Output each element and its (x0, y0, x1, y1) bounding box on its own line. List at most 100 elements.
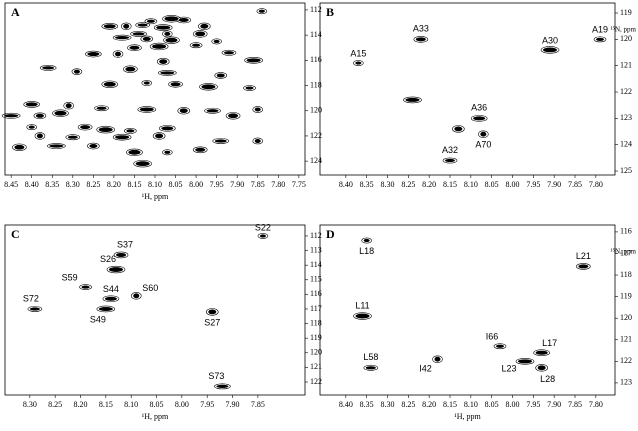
peak (257, 233, 269, 239)
peak-contour (23, 101, 41, 108)
x-tick-label: 8.15 (127, 180, 141, 189)
y-tick-label: 122 (620, 356, 632, 365)
peak-contour (123, 65, 138, 73)
peak-core (103, 24, 116, 29)
peak-contour (478, 130, 489, 138)
y-tick-label: 120 (310, 348, 322, 357)
peak (199, 83, 218, 91)
peak (205, 308, 219, 316)
peak (112, 50, 124, 58)
peak-contour (198, 22, 211, 31)
x-axis-label: ¹H, ppm (142, 412, 169, 421)
peak (153, 24, 173, 31)
peak (442, 157, 458, 164)
peak-label: S49 (90, 314, 106, 324)
peak-core (445, 158, 455, 163)
peak (225, 112, 241, 120)
peak-contour (470, 115, 488, 122)
peak (353, 312, 372, 320)
peak (252, 106, 264, 113)
peak-contour (152, 132, 166, 140)
peak-contour (113, 251, 129, 259)
x-tick-label: 8.40 (25, 180, 39, 189)
x-tick-label: 8.05 (485, 400, 499, 409)
peak (192, 30, 208, 38)
peak (214, 72, 228, 79)
peak-contour (112, 133, 132, 141)
peak-contour (65, 134, 81, 141)
peak-core (126, 129, 135, 133)
peak-core (254, 107, 261, 112)
x-tick-label: 8.40 (339, 180, 353, 189)
peak-contour (252, 137, 264, 145)
peak (432, 355, 443, 363)
peak-contour (124, 127, 137, 134)
peak-core (133, 293, 140, 299)
peak-contour (96, 125, 115, 134)
y-tick-label: 121 (620, 61, 632, 70)
peak-contour (252, 106, 264, 113)
peak-core (36, 133, 43, 139)
peak (452, 125, 465, 133)
peak-label: L21 (576, 251, 591, 261)
peak-label: A70 (475, 140, 491, 150)
y-tick-label: 116 (310, 289, 322, 298)
x-tick-label: 7.90 (230, 180, 244, 189)
peak-core (206, 109, 219, 113)
peak-core (535, 350, 548, 355)
peak-contour (158, 70, 177, 76)
x-tick-label: 8.00 (175, 400, 189, 409)
peak-core (132, 32, 145, 36)
y-tick-label: 114 (310, 30, 322, 39)
peak-core (164, 16, 179, 22)
peak (96, 305, 116, 313)
x-tick-label: 8.05 (150, 400, 164, 409)
plot-frame (4, 224, 306, 396)
panel-label: D (326, 227, 335, 241)
peak-label: S26 (100, 254, 116, 264)
peak (85, 50, 102, 58)
peak (252, 137, 264, 145)
x-tick-label: 8.30 (66, 180, 80, 189)
peak-contour (244, 57, 263, 64)
x-tick-label: 8.25 (48, 400, 62, 409)
peak-label: L23 (501, 364, 516, 374)
peak-core (80, 125, 91, 130)
peak (353, 60, 364, 66)
x-tick-label: 7.90 (226, 400, 240, 409)
peak-contour (576, 263, 591, 270)
peak-contour (101, 23, 119, 30)
peak-contour (214, 72, 228, 79)
peak-contour (94, 105, 109, 112)
peak-core (135, 161, 150, 167)
peak-contour (432, 355, 443, 363)
peak-label: S44 (103, 284, 119, 294)
peak (126, 148, 143, 157)
peak-label: A33 (413, 24, 429, 34)
peak (256, 8, 268, 15)
peak-contour (361, 237, 372, 244)
peak-core (89, 144, 98, 149)
peak-core (4, 114, 19, 118)
peak-core (152, 44, 167, 49)
peak-core (258, 9, 265, 13)
peak (533, 349, 550, 357)
x-tick-label: 8.10 (464, 180, 478, 189)
y-tick-label: 121 (620, 335, 632, 344)
peak (135, 22, 150, 28)
peak-contour (221, 49, 237, 56)
x-tick-label: 8.30 (381, 180, 395, 189)
peak (403, 96, 422, 104)
peak (212, 138, 230, 144)
peak (77, 123, 93, 131)
peak (152, 132, 166, 140)
x-tick-label: 8.10 (124, 400, 138, 409)
peak-core (54, 110, 67, 116)
peak-contour (12, 143, 27, 151)
x-tick-label: 7.80 (589, 400, 603, 409)
x-tick-label: 8.15 (99, 400, 113, 409)
peak-label: L18 (359, 246, 374, 256)
peak-core (129, 45, 140, 50)
peak-contour (26, 124, 38, 131)
